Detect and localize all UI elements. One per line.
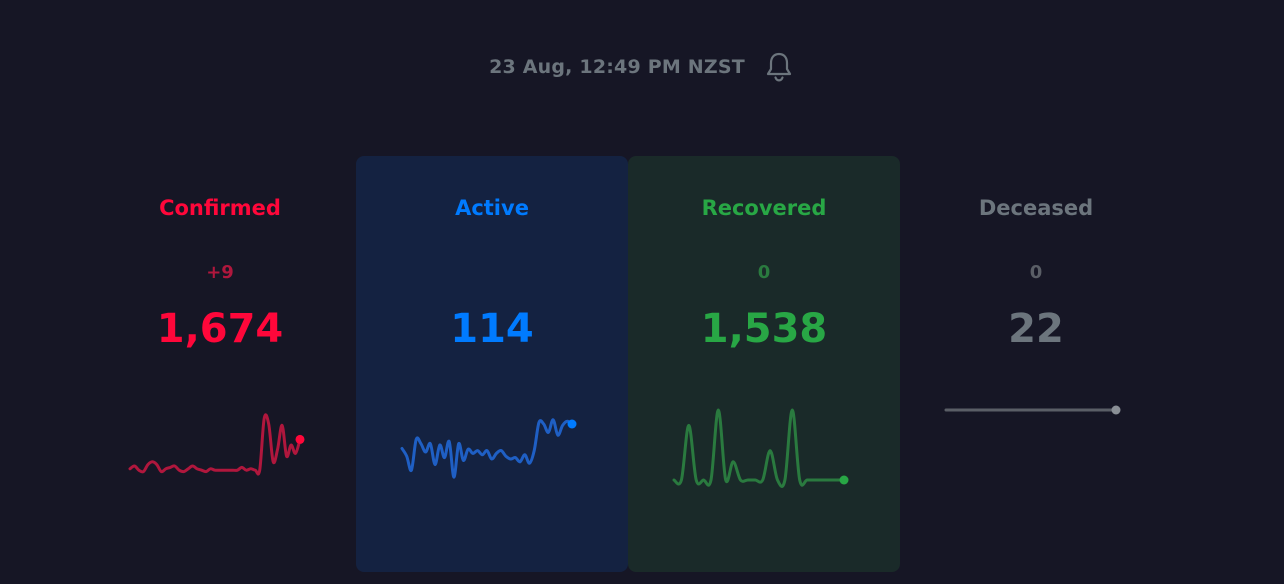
card-delta: 0	[1029, 262, 1043, 283]
active-card[interactable]: Active 114	[356, 156, 628, 572]
sparkline-path	[400, 418, 574, 479]
card-title: Recovered	[701, 196, 827, 220]
recovered-card[interactable]: Recovered 0 1,538	[628, 156, 900, 572]
sparkline-path	[128, 413, 302, 476]
card-total: 1,538	[700, 306, 828, 352]
stats-cards: Confirmed +9 1,674 Active 114 Recovered …	[84, 156, 1172, 572]
card-total: 114	[450, 306, 534, 352]
sparkline-endpoint-dot	[567, 419, 577, 429]
sparkline-endpoint-dot	[1111, 405, 1121, 415]
sparkline-endpoint-dot	[839, 475, 849, 485]
deceased-sparkline	[944, 405, 1121, 415]
header: 23 Aug, 12:49 PM NZST	[0, 50, 1284, 84]
card-title: Active	[455, 196, 529, 220]
recovered-sparkline	[672, 408, 849, 488]
active-sparkline	[400, 418, 577, 479]
card-total: 22	[1008, 306, 1064, 352]
card-title: Confirmed	[159, 196, 281, 220]
deceased-card[interactable]: Deceased 0 22	[900, 156, 1172, 572]
last-updated-timestamp: 23 Aug, 12:49 PM NZST	[489, 56, 745, 78]
bell-icon[interactable]	[763, 50, 795, 84]
sparkline-endpoint-dot	[295, 434, 305, 444]
card-total: 1,674	[156, 306, 284, 352]
card-delta: +9	[206, 262, 234, 283]
card-title: Deceased	[978, 196, 1094, 220]
card-delta: 0	[757, 262, 771, 283]
confirmed-sparkline	[128, 413, 305, 476]
confirmed-card[interactable]: Confirmed +9 1,674	[84, 156, 356, 572]
sparkline-path	[672, 408, 846, 488]
